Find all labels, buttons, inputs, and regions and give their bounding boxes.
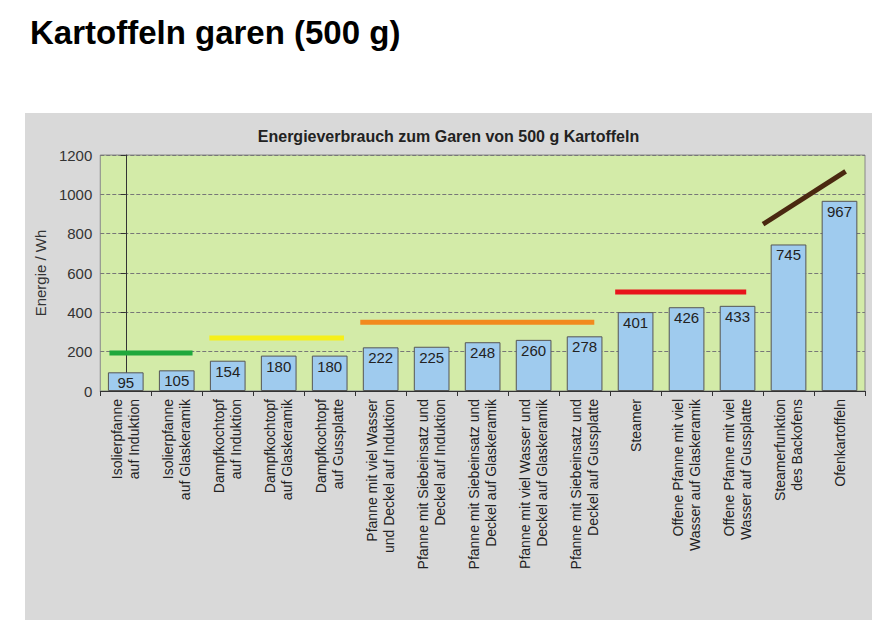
svg-text:Wasser auf Gussplatte: Wasser auf Gussplatte <box>738 399 754 540</box>
svg-text:401: 401 <box>623 314 648 331</box>
svg-text:745: 745 <box>776 246 801 263</box>
svg-text:95: 95 <box>117 374 134 391</box>
svg-text:Dampfkochtopf: Dampfkochtopf <box>262 399 278 493</box>
svg-text:222: 222 <box>368 349 393 366</box>
svg-text:154: 154 <box>215 363 240 380</box>
svg-text:und Deckel auf Induktion: und Deckel auf Induktion <box>381 399 397 553</box>
svg-text:auf Induktion: auf Induktion <box>228 399 244 479</box>
svg-text:967: 967 <box>827 203 852 220</box>
svg-text:Isolierpfanne: Isolierpfanne <box>160 399 176 479</box>
svg-text:Energieverbrauch zum Garen von: Energieverbrauch zum Garen von 500 g Kar… <box>258 128 639 145</box>
svg-text:Isolierpfanne: Isolierpfanne <box>109 399 125 479</box>
svg-text:1200: 1200 <box>59 147 92 164</box>
svg-text:Wasser auf Glaskeramik: Wasser auf Glaskeramik <box>687 398 703 551</box>
html-text:Kartoffeln garen (500 g): Kartoffeln garen (500 g) <box>30 14 401 51</box>
svg-text:auf Glaskeramik: auf Glaskeramik <box>177 398 193 500</box>
svg-text:800: 800 <box>67 225 92 242</box>
svg-text:Deckel auf Glaskeramik: Deckel auf Glaskeramik <box>483 398 499 547</box>
svg-text:Offene Pfanne mit viel: Offene Pfanne mit viel <box>721 399 737 536</box>
svg-text:auf Induktion: auf Induktion <box>126 399 142 479</box>
svg-text:Dampfkochtopf: Dampfkochtopf <box>211 399 227 493</box>
svg-text:Dampfkochtopf: Dampfkochtopf <box>313 399 329 493</box>
svg-text:Pfanne mit Siebeinsatz und: Pfanne mit Siebeinsatz und <box>568 399 584 569</box>
svg-text:auf Glaskeramik: auf Glaskeramik <box>279 398 295 500</box>
svg-text:200: 200 <box>67 343 92 360</box>
svg-text:180: 180 <box>317 358 342 375</box>
svg-text:278: 278 <box>572 338 597 355</box>
svg-text:Ofenkartoffeln: Ofenkartoffeln <box>832 399 848 487</box>
svg-text:1000: 1000 <box>59 186 92 203</box>
svg-text:Pfanne mit viel Wasser: Pfanne mit viel Wasser <box>364 399 380 542</box>
svg-text:180: 180 <box>266 358 291 375</box>
svg-text:400: 400 <box>67 304 92 321</box>
svg-text:Steamer: Steamer <box>628 399 644 452</box>
svg-text:0: 0 <box>84 383 92 400</box>
svg-text:Offene Pfanne mit viel: Offene Pfanne mit viel <box>670 399 686 536</box>
svg-text:433: 433 <box>725 308 750 325</box>
svg-text:426: 426 <box>674 309 699 326</box>
svg-text:Steamerfunktion: Steamerfunktion <box>772 399 788 501</box>
svg-text:Energie / Wh: Energie / Wh <box>32 230 49 317</box>
svg-text:des Backofens: des Backofens <box>789 399 805 491</box>
svg-text:auf Gussplatte: auf Gussplatte <box>330 399 346 489</box>
svg-text:260: 260 <box>521 342 546 359</box>
svg-text:600: 600 <box>67 265 92 282</box>
svg-text:Pfanne mit viel Wasser und: Pfanne mit viel Wasser und <box>517 399 533 569</box>
svg-text:Deckel auf Glaskeramik: Deckel auf Glaskeramik <box>534 398 550 547</box>
svg-text:Pfanne mit Siebeinsatz und: Pfanne mit Siebeinsatz und <box>466 399 482 569</box>
svg-text:Deckel auf Induktion: Deckel auf Induktion <box>432 399 448 526</box>
svg-text:225: 225 <box>419 349 444 366</box>
svg-text:Pfanne mit Siebeinsatz und: Pfanne mit Siebeinsatz und <box>415 399 431 569</box>
svg-text:248: 248 <box>470 344 495 361</box>
svg-text:105: 105 <box>164 372 189 389</box>
svg-text:Deckel auf Gussplatte: Deckel auf Gussplatte <box>585 399 601 536</box>
